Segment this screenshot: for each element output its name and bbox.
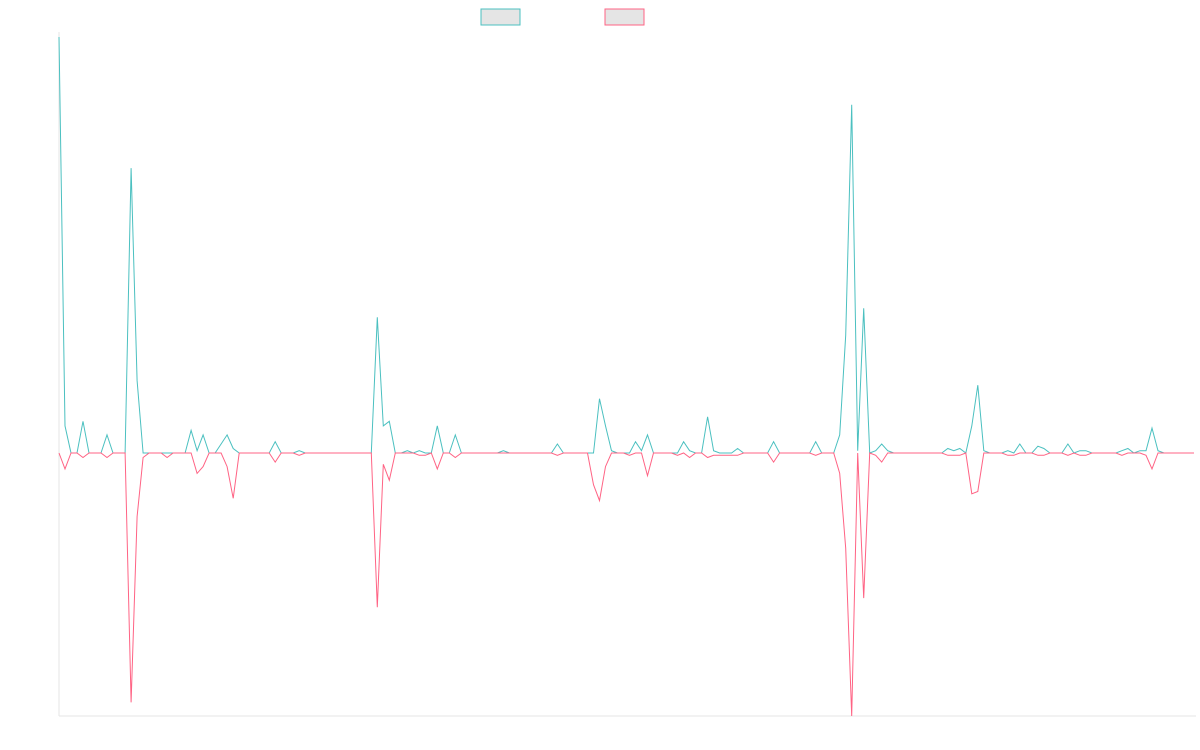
chart-axes [58, 32, 1196, 717]
series-2-line [58, 452, 1194, 717]
series-1-line [58, 36, 1194, 454]
legend-swatch-series-1[interactable] [480, 8, 521, 26]
chart-series-lines [58, 36, 1194, 717]
chart-legend[interactable] [480, 8, 645, 26]
legend-swatch-series-2[interactable] [604, 8, 645, 26]
